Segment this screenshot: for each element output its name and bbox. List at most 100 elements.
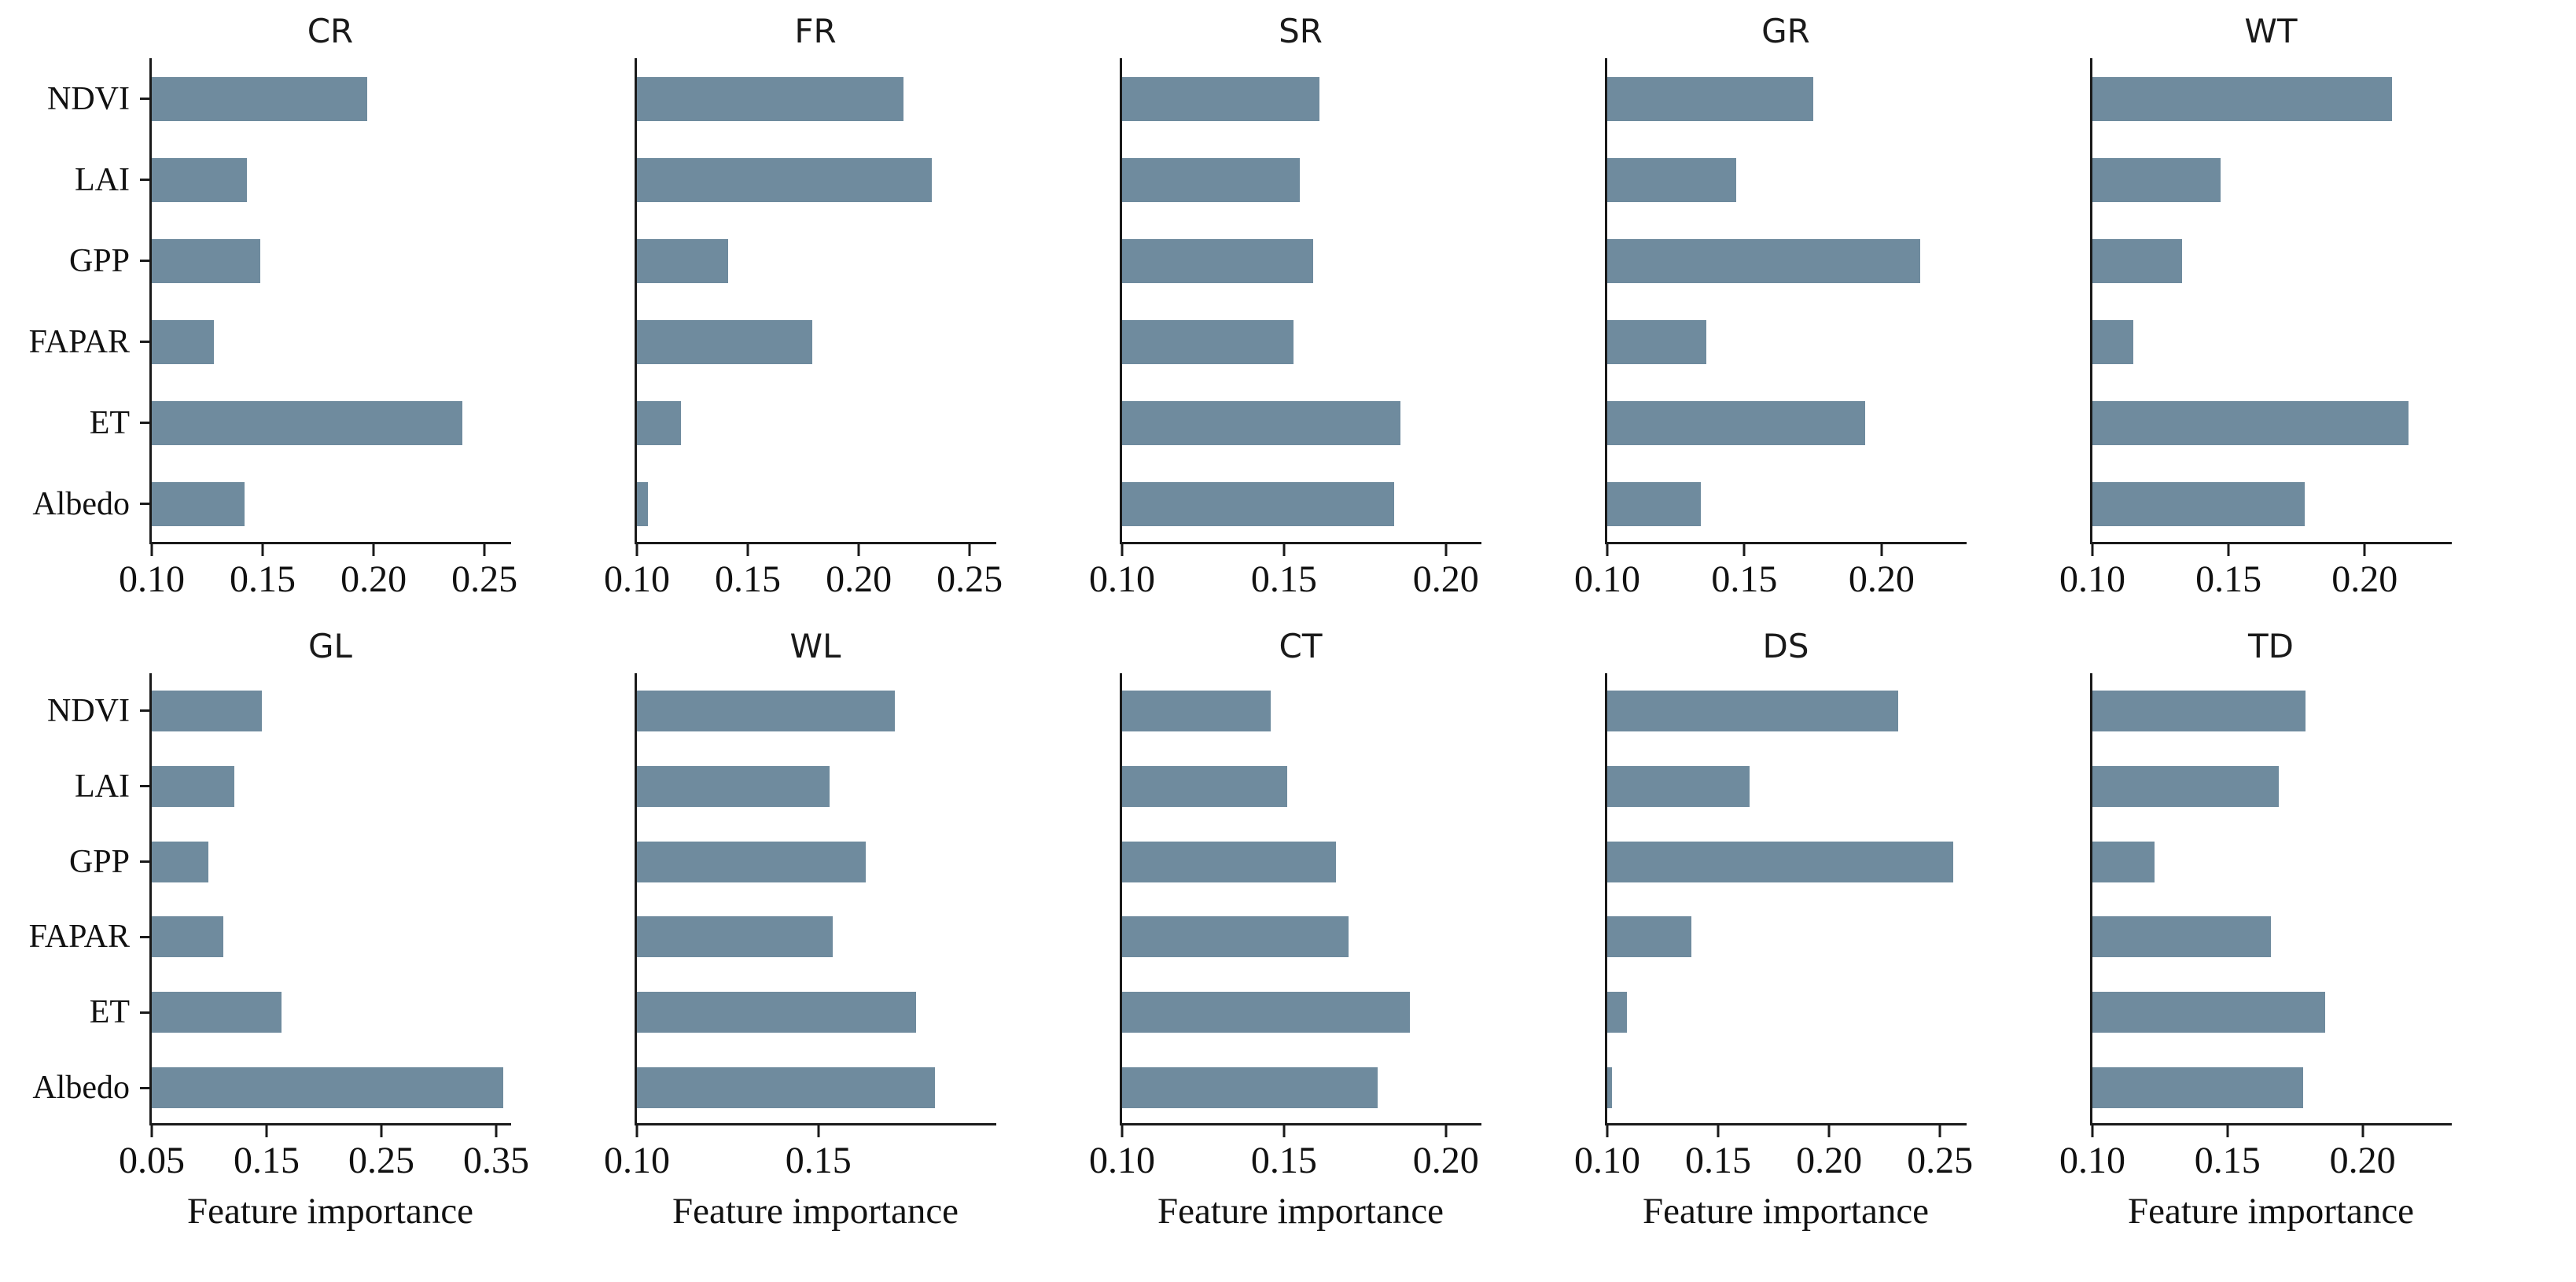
- x-tick-label-TD-0.20: 0.20: [2329, 1140, 2396, 1181]
- x-tick-label-DS-0.20: 0.20: [1796, 1140, 1863, 1181]
- x-tick-label-SR-0.15: 0.15: [1250, 558, 1317, 600]
- x-tick-DS-0.20: [1827, 1125, 1831, 1137]
- bar-TD-Albedo: [2092, 1067, 2303, 1109]
- plot-area-WL: 0.10 0.15: [604, 673, 996, 1181]
- x-tick-label-FR-0.15: 0.15: [715, 558, 782, 600]
- subplot-title-TD: TD: [2248, 627, 2294, 665]
- subplot-SR: SR 0.10 0.15 0.20: [1089, 9, 1605, 624]
- x-tick-TD-0.10: [2091, 1125, 2094, 1137]
- x-axis-label-CT: Feature importance: [1157, 1191, 1444, 1232]
- x-tick-TD-0.15: [2226, 1125, 2229, 1137]
- category-label-ET: ET: [89, 994, 130, 1031]
- bar-GR-GPP: [1607, 238, 1920, 283]
- x-tick-CR-0.20: [372, 544, 375, 556]
- x-tick-SR-0.10: [1121, 544, 1124, 556]
- bar-TD-ET: [2092, 992, 2325, 1033]
- bar-DS-GPP: [1607, 841, 1954, 882]
- category-label-NDVI: NDVI: [47, 80, 130, 117]
- x-tick-FR-0.25: [968, 544, 971, 556]
- x-tick-CT-0.10: [1121, 1125, 1124, 1137]
- subplot-WL: WL 0.10 0.15 Feature importance: [604, 624, 1120, 1276]
- x-tick-label-CT-0.10: 0.10: [1089, 1140, 1155, 1181]
- subplot-title-GR: GR: [1761, 12, 1810, 50]
- bar-CT-NDVI: [1122, 690, 1271, 731]
- bar-GR-NDVI: [1607, 76, 1813, 121]
- x-tick-label-WT-0.15: 0.15: [2195, 558, 2262, 600]
- x-tick-CR-0.15: [261, 544, 264, 556]
- bar-WL-FAPAR: [637, 916, 834, 958]
- bar-WL-NDVI: [637, 690, 895, 731]
- bar-GR-FAPAR: [1607, 319, 1706, 364]
- subplot-title-FR: FR: [794, 12, 837, 50]
- bar-CT-Albedo: [1122, 1067, 1378, 1109]
- bar-GL-LAI: [152, 765, 235, 807]
- category-label-Albedo: Albedo: [32, 1070, 130, 1107]
- subplot-title-DS: DS: [1762, 627, 1809, 665]
- x-tick-label-DS-0.10: 0.10: [1574, 1140, 1640, 1181]
- x-tick-GL-0.35: [495, 1125, 498, 1137]
- feature-importance-figure: CR NDVI LAI GPP FAPAR ET Albedo 0.10 0.15 0.20 0.2…: [0, 9, 2576, 1282]
- bar-GL-NDVI: [152, 690, 263, 731]
- bar-DS-Albedo: [1607, 1067, 1612, 1109]
- category-label-Albedo: Albedo: [32, 485, 130, 522]
- bar-SR-GPP: [1122, 238, 1313, 283]
- bar-GR-LAI: [1607, 157, 1736, 202]
- bar-SR-ET: [1122, 400, 1401, 445]
- plot-area-CR: NDVI LAI GPP FAPAR ET Albedo 0.10 0.15 0.20 0.25: [29, 58, 517, 600]
- subplot-GL: GL NDVI LAI GPP FAPAR ET Albedo 0.05 0.15 0.25 0.3…: [29, 624, 635, 1276]
- bar-GL-ET: [152, 992, 282, 1033]
- bar-CT-LAI: [1122, 765, 1287, 807]
- bar-FR-FAPAR: [637, 319, 812, 364]
- y-tick-Albedo: [140, 1086, 150, 1089]
- bar-WT-FAPAR: [2092, 319, 2133, 364]
- bar-WT-Albedo: [2092, 481, 2306, 526]
- bar-WL-LAI: [637, 765, 830, 807]
- x-tick-label-WL-0.15: 0.15: [785, 1140, 852, 1181]
- x-tick-WL-0.15: [817, 1125, 820, 1137]
- x-tick-label-FR-0.10: 0.10: [604, 558, 670, 600]
- bar-FR-NDVI: [637, 76, 903, 121]
- bar-FR-ET: [637, 400, 682, 445]
- y-tick-NDVI: [140, 709, 150, 713]
- category-label-FAPAR: FAPAR: [28, 919, 130, 956]
- x-tick-GR-0.10: [1606, 544, 1609, 556]
- bar-SR-FAPAR: [1122, 319, 1294, 364]
- x-tick-label-DS-0.25: 0.25: [1907, 1140, 1974, 1181]
- x-tick-label-CR-0.10: 0.10: [119, 558, 185, 600]
- subplot-DS: DS 0.10 0.15 0.20 0.25 Feature importance: [1574, 624, 2090, 1276]
- x-tick-label-WT-0.10: 0.10: [2059, 558, 2125, 600]
- bar-CR-ET: [152, 400, 462, 445]
- x-tick-CR-0.25: [483, 544, 486, 556]
- subplot-title-WL: WL: [789, 627, 841, 665]
- bar-CR-LAI: [152, 157, 248, 202]
- x-tick-SR-0.20: [1444, 544, 1448, 556]
- bar-SR-LAI: [1122, 157, 1301, 202]
- x-tick-label-TD-0.10: 0.10: [2059, 1140, 2125, 1181]
- x-tick-CR-0.10: [150, 544, 153, 556]
- bar-WT-GPP: [2092, 238, 2183, 283]
- y-tick-ET: [140, 1011, 150, 1014]
- subplot-WT: WT 0.10 0.15 0.20: [2059, 9, 2575, 624]
- x-tick-FR-0.15: [746, 544, 749, 556]
- y-tick-FAPAR: [140, 341, 150, 343]
- x-tick-WT-0.20: [2363, 544, 2366, 556]
- bar-DS-FAPAR: [1607, 916, 1692, 958]
- bar-WL-Albedo: [637, 1067, 935, 1109]
- bar-WL-ET: [637, 992, 917, 1033]
- subplot-CT: CT 0.10 0.15 0.20 Feature importance: [1089, 624, 1605, 1276]
- bar-TD-NDVI: [2092, 690, 2306, 731]
- x-tick-GL-0.25: [380, 1125, 383, 1137]
- bar-FR-LAI: [637, 157, 933, 202]
- x-tick-WT-0.10: [2091, 544, 2094, 556]
- subplot-GR: GR 0.10 0.15 0.20: [1574, 9, 2090, 624]
- plot-area-WT: 0.10 0.15 0.20: [2059, 58, 2452, 600]
- bar-SR-NDVI: [1122, 76, 1320, 121]
- bar-CT-GPP: [1122, 841, 1336, 882]
- bar-TD-GPP: [2092, 841, 2155, 882]
- x-axis-label-TD: Feature importance: [2127, 1191, 2415, 1232]
- y-tick-ET: [140, 422, 150, 424]
- bar-WT-LAI: [2092, 157, 2221, 202]
- x-axis-label-WL: Feature importance: [672, 1191, 959, 1232]
- bar-WL-GPP: [637, 841, 866, 882]
- x-tick-label-GL-0.05: 0.05: [119, 1140, 185, 1181]
